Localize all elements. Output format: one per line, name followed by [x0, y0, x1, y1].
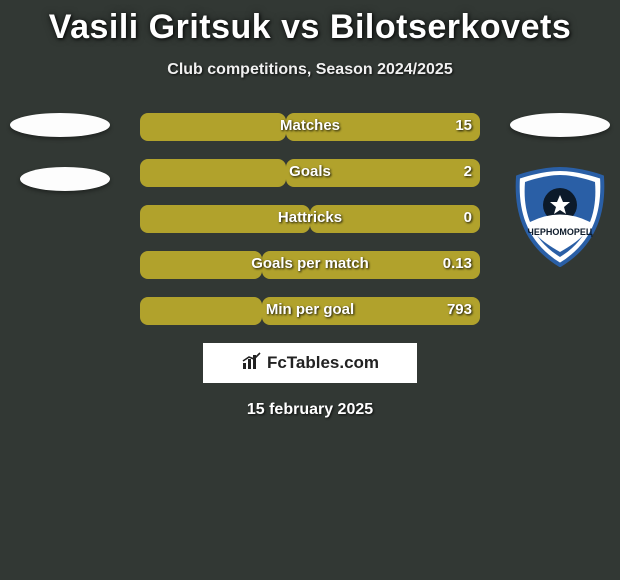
chart-icon [241, 351, 263, 376]
club-badge-icon: ЧЕРНОМОРЕЦ [510, 167, 610, 267]
stat-bar-right [310, 205, 480, 233]
left-player-avatar-1 [10, 113, 110, 137]
stat-bar-left [140, 205, 310, 233]
stat-right-value: 15 [455, 117, 472, 134]
right-player-avatar [510, 113, 610, 137]
left-player-avatar-2 [20, 167, 110, 191]
stat-row: Goals2 [140, 159, 480, 187]
stat-row: Matches15 [140, 113, 480, 141]
stat-bar-left [140, 113, 286, 141]
stat-bar-left [140, 159, 286, 187]
stat-bars: Matches15 Goals2 Hattricks0 Goals per match… [140, 113, 480, 325]
stat-right-value: 2 [464, 163, 472, 180]
stat-right-value: 0 [464, 209, 472, 226]
left-player-column [10, 113, 110, 221]
stat-right-value: 0.13 [443, 255, 472, 272]
right-player-column: ЧЕРНОМОРЕЦ [510, 113, 610, 267]
stat-row: Goals per match0.13 [140, 251, 480, 279]
stat-bar-right [286, 113, 480, 141]
page-title: Vasili Gritsuk vs Bilotserkovets [0, 0, 620, 47]
stat-row: Hattricks0 [140, 205, 480, 233]
stat-right-value: 793 [447, 301, 472, 318]
comparison-chart: ЧЕРНОМОРЕЦ Matches15 Goals2 Hattricks0 Goal… [0, 113, 620, 325]
branding-text: FcTables.com [267, 353, 379, 373]
date-label: 15 february 2025 [0, 401, 620, 419]
svg-text:ЧЕРНОМОРЕЦ: ЧЕРНОМОРЕЦ [528, 227, 593, 237]
stat-bar-left [140, 297, 262, 325]
stat-bar-right [286, 159, 480, 187]
stat-bar-left [140, 251, 262, 279]
subtitle: Club competitions, Season 2024/2025 [0, 61, 620, 79]
branding-box: FcTables.com [203, 343, 417, 383]
stat-row: Min per goal793 [140, 297, 480, 325]
